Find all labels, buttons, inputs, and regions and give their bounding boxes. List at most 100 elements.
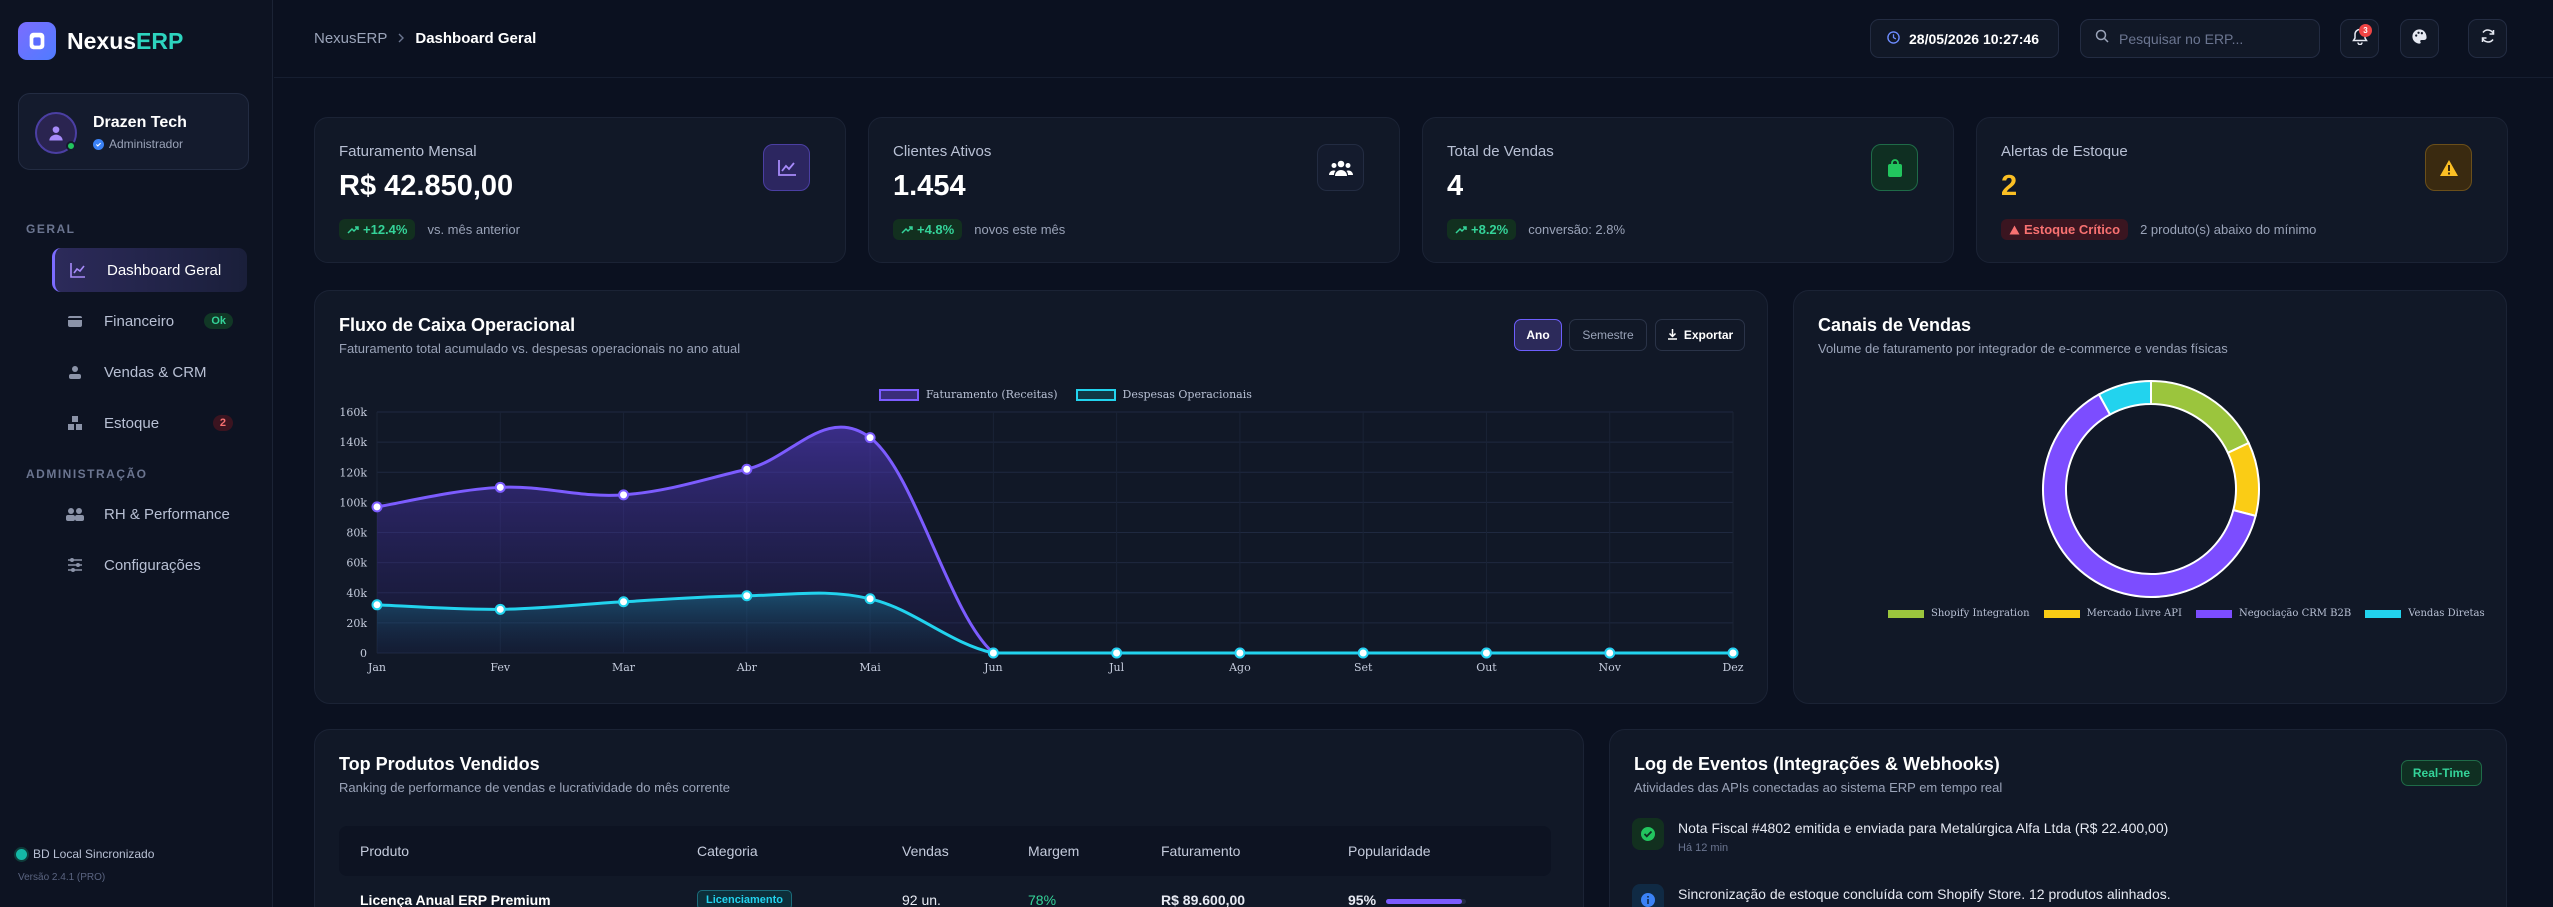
column-header[interactable]: Produto — [360, 843, 410, 859]
info-icon — [1632, 884, 1664, 907]
column-header[interactable]: Vendas — [902, 843, 949, 859]
cashflow-chart: 0 20k 40k 60k 80k 100k 120k 140k 160k Jan Fev Mar Ab… — [339, 406, 1743, 674]
status-badge: Ok — [204, 313, 233, 329]
data-point — [618, 596, 630, 608]
handshake-icon — [66, 363, 84, 381]
sidebar-item-financeiro[interactable]: Financeiro Ok — [52, 299, 247, 343]
verified-icon — [93, 138, 104, 150]
sidebar-item-configuracoes[interactable]: Configurações — [52, 543, 247, 587]
kpi-footer: +12.4% vs. mês anterior — [339, 219, 520, 240]
period-semester-button[interactable]: Semestre — [1569, 319, 1647, 351]
user-card[interactable]: Drazen Tech Administrador — [18, 93, 249, 170]
column-header[interactable]: Popularidade — [1348, 843, 1431, 859]
trend-badge: +12.4% — [339, 219, 416, 240]
notification-count: 3 — [2359, 24, 2372, 37]
search-input[interactable] — [2119, 30, 2299, 47]
x-tick-label: Ago — [1228, 661, 1251, 674]
trend-up-icon — [901, 225, 913, 234]
search-box[interactable] — [2080, 19, 2320, 58]
panel-title: Canais de Vendas — [1818, 315, 1972, 335]
wallet-icon — [66, 312, 84, 330]
export-button[interactable]: Exportar — [1655, 319, 1745, 351]
sidebar-item-estoque[interactable]: Estoque 2 — [52, 401, 247, 445]
period-year-button[interactable]: Ano — [1514, 319, 1562, 351]
panel-subtitle: Ranking de performance de vendas e lucra… — [339, 780, 730, 795]
legend-item[interactable]: Faturamento (Receitas) — [879, 388, 1058, 401]
notifications-button[interactable]: 3 — [2340, 19, 2379, 58]
logo-icon — [18, 22, 56, 60]
data-point — [494, 481, 506, 493]
top-products-panel: Top Produtos Vendidos Ranking de perform… — [314, 729, 1584, 907]
legend-item[interactable]: Mercado Livre API — [2043, 608, 2182, 619]
y-tick-label: 60k — [346, 557, 367, 570]
legend-item[interactable]: Vendas Diretas — [2365, 608, 2485, 619]
users-icon — [1317, 144, 1364, 191]
refresh-button[interactable] — [2468, 19, 2507, 58]
theme-button[interactable] — [2400, 19, 2439, 58]
search-icon — [2095, 29, 2109, 48]
data-point — [494, 603, 506, 615]
kpi-card-estoque[interactable]: Alertas de Estoque 2 Estoque Crítico 2 p… — [1976, 117, 2508, 263]
sliders-icon — [66, 556, 84, 574]
y-tick-label: 40k — [346, 587, 367, 600]
donut-slice — [2150, 379, 2251, 455]
x-tick-label: Nov — [1598, 661, 1621, 674]
boxes-icon — [66, 414, 84, 432]
kpi-note: vs. mês anterior — [427, 222, 520, 237]
panel-subtitle: Volume de faturamento por integrador de … — [1818, 341, 2228, 356]
column-header[interactable]: Faturamento — [1161, 843, 1241, 859]
avatar — [35, 112, 77, 154]
x-tick-label: Abr — [736, 661, 758, 674]
x-tick-label: Mai — [859, 661, 881, 674]
legend-item[interactable]: Negociação CRM B2B — [2195, 608, 2351, 619]
warning-icon — [2425, 144, 2472, 191]
trend-badge: +8.2% — [1447, 219, 1517, 240]
data-point — [371, 599, 383, 611]
sidebar-item-vendas[interactable]: Vendas & CRM — [52, 350, 247, 394]
data-point — [741, 590, 753, 602]
x-tick-label: Mar — [612, 661, 636, 674]
kpi-card-clientes[interactable]: Clientes Ativos 1.454 +4.8% novos este m… — [868, 117, 1400, 263]
cashflow-legend: Faturamento (Receitas) Despesas Operacio… — [879, 388, 1252, 401]
trend-up-icon — [347, 225, 359, 234]
sync-indicator — [16, 848, 27, 860]
nav-section-general: GERAL — [26, 222, 76, 236]
brand[interactable]: NexusERP — [18, 22, 183, 60]
db-status: BD Local Sincronizado — [16, 847, 154, 861]
user-role: Administrador — [93, 137, 183, 151]
x-tick-label: Fev — [490, 661, 511, 674]
breadcrumb-root[interactable]: NexusERP — [314, 30, 388, 47]
data-point — [1480, 647, 1492, 659]
chart-line-icon — [69, 261, 87, 279]
series-line — [376, 591, 1733, 655]
brand-name: NexusERP — [67, 27, 184, 54]
sidebar-item-rh[interactable]: RH & Performance — [52, 492, 247, 536]
kpi-note: 2 produto(s) abaixo do mínimo — [2140, 222, 2317, 237]
kpi-label: Total de Vendas — [1447, 143, 1554, 160]
channels-donut-chart — [2042, 379, 2260, 598]
panel-subtitle: Faturamento total acumulado vs. despesas… — [339, 341, 741, 356]
kpi-note: conversão: 2.8% — [1528, 222, 1626, 237]
legend-item[interactable]: Despesas Operacionais — [1075, 388, 1252, 401]
kpi-card-faturamento[interactable]: Faturamento Mensal R$ 42.850,00 +12.4% v… — [314, 117, 846, 263]
kpi-label: Alertas de Estoque — [2001, 143, 2128, 160]
donut-slice — [2042, 392, 2257, 598]
legend-item[interactable]: Shopify Integration — [1888, 608, 2030, 619]
x-tick-label: Set — [1354, 661, 1373, 674]
sales-count: 92 un. — [902, 892, 941, 907]
users-icon — [66, 505, 84, 523]
kpi-value: R$ 42.850,00 — [339, 170, 514, 202]
donut-slice — [2226, 441, 2260, 518]
data-point — [1357, 647, 1369, 659]
sidebar-item-dashboard[interactable]: Dashboard Geral — [52, 248, 247, 292]
series-area — [377, 593, 1733, 653]
chart-icon — [763, 144, 810, 191]
column-header[interactable]: Margem — [1028, 843, 1080, 859]
y-tick-label: 120k — [339, 466, 367, 479]
event-log-panel: Log de Eventos (Integrações & Webhooks) … — [1609, 729, 2507, 907]
data-point — [1111, 647, 1123, 659]
column-header[interactable]: Categoria — [697, 843, 758, 859]
table-row[interactable]: Licença Anual ERP Premium Licenciamento … — [339, 880, 1551, 907]
kpi-card-vendas[interactable]: Total de Vendas 4 +8.2% conversão: 2.8% — [1422, 117, 1954, 263]
trend-up-icon — [1455, 225, 1467, 234]
